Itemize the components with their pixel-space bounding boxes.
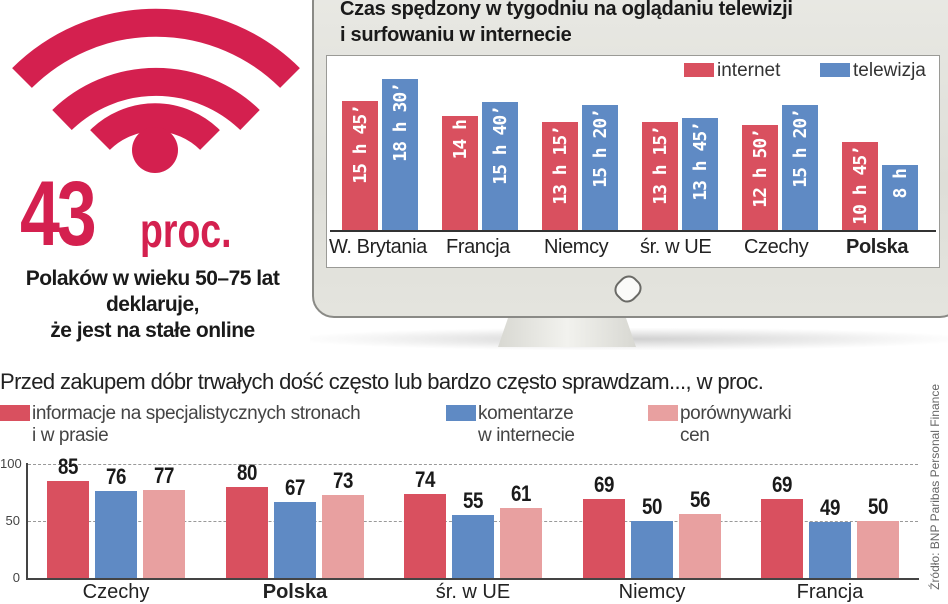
tv-bar-internet: 10 h 45’ <box>842 142 878 230</box>
legend-porownywarki: porównywarki cen <box>648 403 792 447</box>
bar-series-0 <box>404 494 446 578</box>
legend-swatch-komentarze <box>446 405 476 421</box>
bar-value-label: 76 <box>106 464 126 489</box>
tv-bar-value: 15 h 20’ <box>589 109 611 188</box>
tv-category: Czechy <box>744 236 809 258</box>
bar-value-label: 50 <box>868 494 888 519</box>
bar-series-1 <box>809 522 851 578</box>
bar-series-0 <box>226 487 268 578</box>
tv-bar-value: 12 h 50’ <box>749 129 771 208</box>
tv-bar-value: 15 h 45’ <box>349 105 371 184</box>
bar-value-label: 77 <box>154 463 174 488</box>
y-tick-50: 50 <box>5 513 20 528</box>
bar-value-label: 74 <box>415 467 435 492</box>
tv-bar-value: 13 h 45’ <box>689 122 711 201</box>
legend-komentarze: komentarze w internecie <box>446 403 575 447</box>
tv-bar-telewizja: 8 h <box>882 165 918 230</box>
bar-series-2 <box>679 514 721 578</box>
legend-swatch-porownywarki <box>648 405 678 421</box>
bar-series-0 <box>47 481 89 578</box>
purchase-chart-title: Przed zakupem dóbr trwałych dość często … <box>0 369 764 394</box>
monitor-stand <box>498 315 636 347</box>
tv-category: Francja <box>446 236 510 258</box>
bar-value-label: 56 <box>690 487 710 512</box>
bar-series-2 <box>322 495 364 578</box>
tv-chart-title: Czas spędzony w tygodniu na oglądaniu te… <box>340 0 793 46</box>
bar-series-1 <box>95 491 137 578</box>
bar-series-2 <box>143 490 185 578</box>
bar-value-label: 69 <box>594 472 614 497</box>
y-tick-0: 0 <box>12 570 20 585</box>
wifi-icon <box>12 8 300 173</box>
stat-value: 43 <box>20 163 97 265</box>
tv-bar-internet: 15 h 45’ <box>342 101 378 230</box>
tv-category: śr. w UE <box>640 236 712 258</box>
tv-bar-value: 13 h 15’ <box>549 126 571 205</box>
tv-bar-value: 15 h 20’ <box>789 109 811 188</box>
tv-bar-value: 14 h <box>449 120 471 160</box>
tv-category: Niemcy <box>544 236 609 258</box>
bar-series-1 <box>452 515 494 578</box>
tv-bar-telewizja: 13 h 45’ <box>682 118 718 230</box>
bar-series-2 <box>500 508 542 578</box>
legend-info: informacje na specjalistycznych stronach… <box>0 403 361 447</box>
y-axis <box>26 463 28 579</box>
legend-swatch-telewizja <box>820 63 850 77</box>
tv-bar-telewizja: 15 h 40’ <box>482 102 518 230</box>
tv-bar-value: 15 h 40’ <box>489 106 511 185</box>
bar-value-label: 55 <box>463 488 483 513</box>
bar-value-label: 50 <box>642 494 662 519</box>
y-tick-100: 100 <box>0 456 22 471</box>
tv-category: W. Brytania <box>329 236 427 258</box>
tv-bar-telewizja: 15 h 20’ <box>582 105 618 230</box>
source-note: Źródło: BNP Paribas Personal Finance <box>928 384 942 590</box>
tv-chart-area <box>326 55 940 268</box>
bar-value-label: 67 <box>285 475 305 500</box>
tv-bar-value: 13 h 15’ <box>649 126 671 205</box>
tv-bar-internet: 12 h 50’ <box>742 125 778 230</box>
tv-bar-telewizja: 15 h 20’ <box>782 105 818 230</box>
stat-unit: proc. <box>140 205 232 258</box>
tv-bar-internet: 13 h 15’ <box>542 122 578 230</box>
tv-bar-internet: 14 h <box>442 116 478 230</box>
tv-bar-value: 10 h 45’ <box>849 146 871 225</box>
tv-bar-value: 18 h 30’ <box>389 83 411 162</box>
legend-swatch-internet <box>684 63 714 77</box>
tv-bar-value: 8 h <box>889 169 911 199</box>
x-axis <box>26 578 919 580</box>
tv-bar-internet: 13 h 15’ <box>642 122 678 230</box>
bar-series-0 <box>761 499 803 578</box>
legend-telewizja: telewizja <box>820 60 926 82</box>
bar-series-1 <box>631 521 673 578</box>
tv-category-highlight: Polska <box>846 236 909 258</box>
tv-x-axis <box>330 230 936 232</box>
legend-internet: internet <box>684 60 780 82</box>
tv-bar-telewizja: 18 h 30’ <box>382 79 418 230</box>
bar-series-1 <box>274 502 316 578</box>
bar-value-label: 49 <box>820 495 840 520</box>
bar-value-label: 61 <box>511 481 531 506</box>
bar-series-2 <box>857 521 899 578</box>
bar-series-0 <box>583 499 625 578</box>
bar-value-label: 69 <box>772 472 792 497</box>
stat-caption: Polaków w wieku 50–75 lat deklaruje, że … <box>25 267 280 342</box>
gridline-100 <box>28 464 918 465</box>
bar-value-label: 80 <box>237 460 257 485</box>
bar-value-label: 73 <box>333 468 353 493</box>
bar-value-label: 85 <box>58 454 78 479</box>
legend-swatch-info <box>0 405 30 421</box>
